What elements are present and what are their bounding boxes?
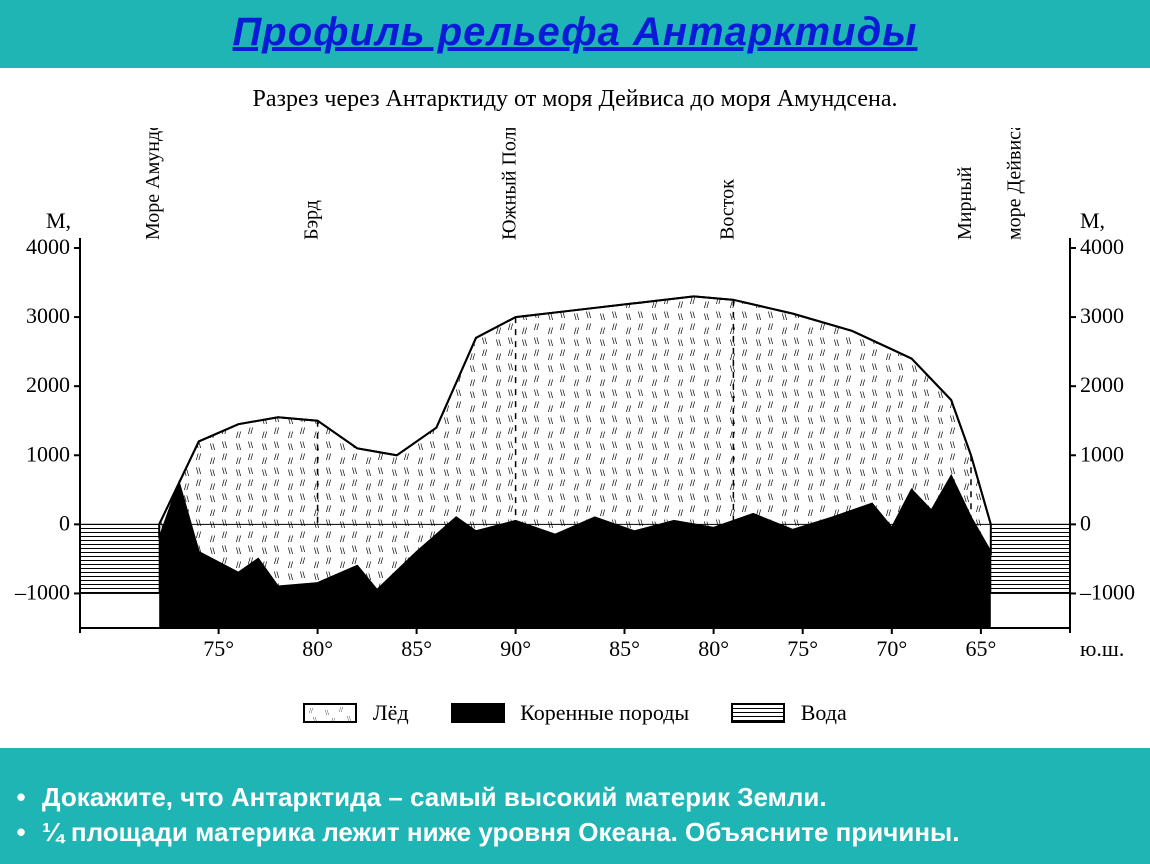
y-tick-left: –1000 [14, 579, 70, 604]
figure-caption: Разрез через Антарктиду от моря Дейвиса … [0, 86, 1150, 113]
svg-text://: // [339, 706, 343, 714]
x-tick: 65° [965, 636, 996, 661]
vertical-label: море Дейвиса [1004, 128, 1026, 240]
chart-area: \\////\\40004000300030002000200010001000… [0, 128, 1150, 688]
rock-swatch [451, 703, 505, 723]
y-tick-right: –1000 [1079, 579, 1135, 604]
vertical-label: Мирный [954, 166, 976, 240]
y-tick-right: 2000 [1080, 372, 1124, 397]
y-tick-right: 4000 [1080, 234, 1124, 259]
bullet-row: • Докажите, что Антарктида – самый высок… [12, 780, 1138, 815]
x-tick: 70° [876, 636, 907, 661]
vertical-label: Бэрд [301, 200, 323, 240]
bullet-text: ¼ площади материка лежит ниже уровня Оке… [42, 815, 959, 850]
cross-section-figure: Разрез через Антарктиду от моря Дейвиса … [0, 68, 1150, 748]
y-unit-right: М, [1080, 208, 1105, 233]
legend-label-ice: Лёд [373, 700, 409, 725]
svg-text:\\: \\ [325, 709, 329, 717]
legend-label-rock: Коренные породы [520, 700, 689, 725]
y-tick-right: 0 [1080, 510, 1091, 535]
y-tick-right: 1000 [1080, 441, 1124, 466]
x-suffix: ю.ш. [1080, 636, 1124, 661]
y-tick-right: 3000 [1080, 303, 1124, 328]
vertical-label: Море Амундсена [142, 128, 164, 240]
bullets-band: • Докажите, что Антарктида – самый высок… [0, 774, 1150, 864]
slide: Профиль рельефа Антарктиды Разрез через … [0, 0, 1150, 864]
x-tick: 75° [203, 636, 234, 661]
svg-text:\\: \\ [313, 716, 317, 723]
slide-title: Профиль рельефа Антарктиды [233, 10, 918, 55]
x-tick: 85° [609, 636, 640, 661]
x-tick: 90° [500, 636, 531, 661]
water-right [991, 524, 1070, 593]
vertical-label: Восток [716, 179, 738, 240]
x-tick: 75° [787, 636, 818, 661]
legend-item-ice: //\\// \\//\\ Лёд [303, 698, 408, 726]
bullet-icon: • [12, 815, 30, 850]
legend-item-water: Вода [731, 698, 847, 726]
water-swatch [731, 703, 785, 723]
title-band: Профиль рельефа Антарктиды [0, 10, 1150, 55]
legend-item-rock: Коренные породы [451, 698, 690, 726]
x-tick: 80° [302, 636, 333, 661]
y-tick-left: 2000 [26, 372, 70, 397]
y-tick-left: 4000 [26, 234, 70, 259]
legend-label-water: Вода [801, 700, 847, 725]
ice-swatch: //\\// \\//\\ [303, 703, 357, 723]
vertical-label: Южный Полюс [499, 128, 521, 240]
water-left [80, 524, 159, 593]
svg-text://: // [331, 717, 335, 723]
bullet-row: • ¼ площади материка лежит ниже уровня О… [12, 815, 1138, 850]
y-tick-left: 3000 [26, 303, 70, 328]
figure-panel: Разрез через Антарктиду от моря Дейвиса … [0, 68, 1150, 748]
bullet-icon: • [12, 780, 30, 815]
y-tick-left: 0 [59, 510, 70, 535]
x-tick: 80° [698, 636, 729, 661]
y-unit-left: М, [46, 208, 71, 233]
profile-svg: \\////\\40004000300030002000200010001000… [0, 128, 1150, 688]
legend: //\\// \\//\\ Лёд Коренные породы Вода [0, 698, 1150, 726]
x-tick: 85° [401, 636, 432, 661]
y-tick-left: 1000 [26, 441, 70, 466]
svg-text://: // [309, 707, 313, 715]
svg-text:\\: \\ [347, 715, 351, 723]
bullet-text: Докажите, что Антарктида – самый высокий… [42, 780, 827, 815]
